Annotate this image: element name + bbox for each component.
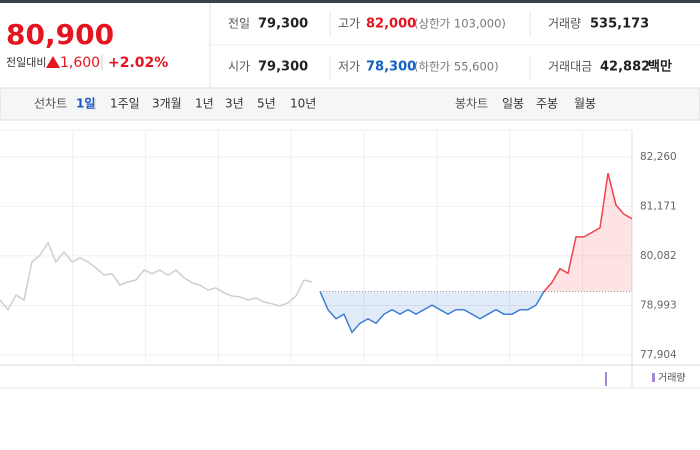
candle-tab[interactable]: 주봉 bbox=[536, 97, 558, 111]
tab-label: 봉차트 bbox=[455, 97, 488, 111]
summary-label: 고가 bbox=[338, 17, 360, 31]
period-tab[interactable]: 3개월 bbox=[152, 97, 182, 111]
summary-unit: 백만 bbox=[648, 59, 672, 75]
volume-legend: 거래량 bbox=[658, 372, 686, 384]
summary-label: 거래량 bbox=[548, 17, 581, 31]
candle-tab[interactable]: 월봉 bbox=[574, 97, 596, 111]
summary-value: 78,300 bbox=[366, 60, 416, 75]
summary-label: 전일 bbox=[228, 17, 250, 31]
up-arrow bbox=[46, 56, 60, 68]
change: 1,600 bbox=[60, 55, 100, 71]
summary-label: 저가 bbox=[338, 60, 360, 74]
area-up bbox=[320, 173, 632, 292]
summary-value: 42,882 bbox=[600, 60, 650, 75]
tab-bar bbox=[0, 87, 700, 121]
change-label: 전일대비 bbox=[6, 55, 46, 69]
volume-bar bbox=[605, 372, 607, 386]
summary-label: 거래대금 bbox=[548, 60, 592, 74]
summary-note: (상한가 103,000) bbox=[414, 17, 506, 31]
legend-swatch bbox=[652, 373, 655, 382]
y-tick-label: 77,904 bbox=[640, 349, 677, 361]
y-tick-label: 81,171 bbox=[640, 200, 677, 212]
period-tab[interactable]: 3년 bbox=[225, 97, 244, 111]
line-up bbox=[320, 173, 632, 292]
candle-tab[interactable]: 일봉 bbox=[502, 97, 524, 111]
line bbox=[0, 241, 313, 312]
summary-value: 82,000 bbox=[366, 17, 416, 32]
summary-value: 535,173 bbox=[590, 17, 649, 32]
y-tick-label: 80,082 bbox=[640, 250, 677, 262]
summary-label: 시가 bbox=[228, 60, 250, 74]
change-rate: +2.02% bbox=[108, 55, 168, 71]
y-tick-label: 78,993 bbox=[640, 299, 677, 311]
tab-label: 선차트 bbox=[34, 97, 67, 111]
period-tab[interactable]: 1년 bbox=[195, 97, 214, 111]
price: 80,900 bbox=[6, 18, 114, 51]
period-tab[interactable]: 5년 bbox=[257, 97, 276, 111]
top-border bbox=[0, 0, 700, 3]
period-tab[interactable]: 1일 bbox=[76, 97, 95, 111]
y-tick-label: 82,260 bbox=[640, 151, 677, 163]
period-tab[interactable]: 1주일 bbox=[110, 97, 140, 111]
period-tab[interactable]: 10년 bbox=[290, 97, 316, 111]
summary-value: 79,300 bbox=[258, 17, 308, 32]
line-down bbox=[319, 291, 546, 334]
summary-value: 79,300 bbox=[258, 60, 308, 75]
summary-note: (하한가 55,600) bbox=[414, 60, 499, 74]
